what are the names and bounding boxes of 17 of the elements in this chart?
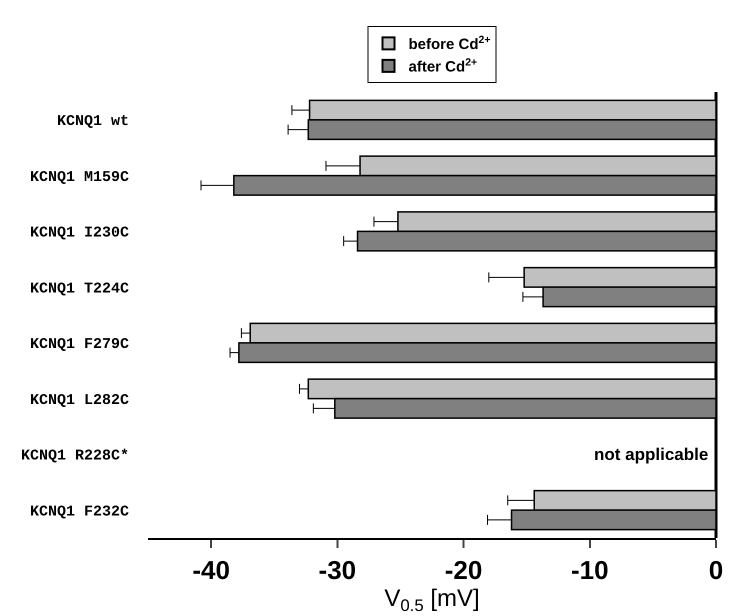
y-tick-label: KCNQ1 F232C <box>30 503 129 520</box>
x-tick-label: -20 <box>444 555 482 586</box>
y-tick-label: KCNQ1 F279C <box>30 336 129 354</box>
y-tick-label: KCNQ1 M159C <box>30 168 129 186</box>
x-tick-label: -30 <box>318 555 356 586</box>
y-tick-label: KCNQ1 wt <box>56 113 129 130</box>
y-tick-label: KCNQ1 R228C* <box>20 448 129 465</box>
y-tick-label: KCNQ1 L282C <box>30 392 129 409</box>
x-tick-label: -40 <box>192 555 230 586</box>
y-tick-label: KCNQ1 T224C <box>30 280 129 298</box>
legend-label: before Cd$^{2+}$ <box>408 34 490 54</box>
legend-label: after Cd$^{2+}$ <box>408 56 478 76</box>
x-tick-label: -10 <box>570 555 609 586</box>
y-tick-label: KCNQ1 I230C <box>30 224 129 242</box>
x-tick-label: 0 <box>708 555 724 586</box>
x-axis-title: V$_{0.5}$ [mV] <box>384 585 480 616</box>
annotation: not applicable <box>594 445 708 464</box>
